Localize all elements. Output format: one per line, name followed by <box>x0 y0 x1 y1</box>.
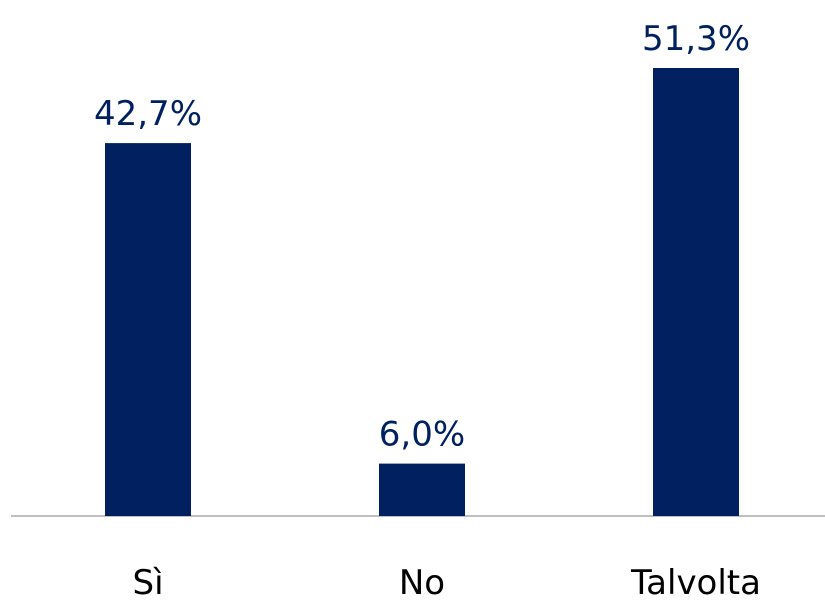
bar <box>105 143 191 516</box>
x-tick-label: No <box>399 563 445 600</box>
data-label: 6,0% <box>379 415 465 455</box>
bar <box>653 68 739 516</box>
bar <box>379 463 465 516</box>
x-tick-label: Sì <box>132 563 163 600</box>
x-tick-label: Talvolta <box>630 563 761 600</box>
data-label: 51,3% <box>642 19 750 59</box>
data-label: 42,7% <box>94 94 202 134</box>
